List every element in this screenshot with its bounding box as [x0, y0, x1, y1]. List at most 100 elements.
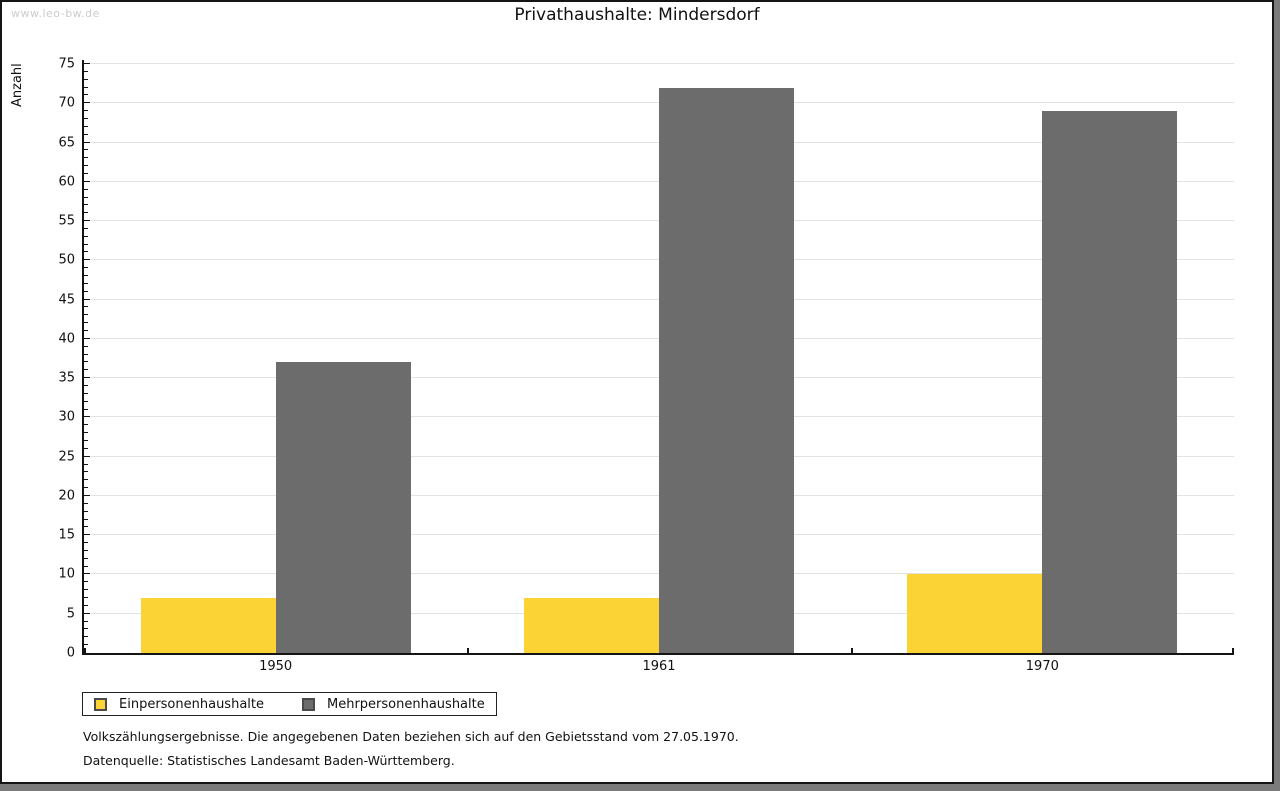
y-tick-25 — [84, 455, 90, 457]
y-tick-54 — [84, 227, 88, 229]
y-tick-70 — [84, 102, 90, 104]
y-tick-label-55: 55 — [58, 213, 75, 229]
y-axis-title: Anzahl — [10, 63, 25, 107]
y-tick-67 — [84, 125, 88, 127]
y-tick-16 — [84, 526, 88, 528]
y-tick-3 — [84, 628, 88, 630]
y-tick-74 — [84, 70, 88, 72]
y-tick-73 — [84, 78, 88, 80]
y-tick-55 — [84, 220, 90, 222]
y-tick-22 — [84, 479, 88, 481]
y-tick-2 — [84, 636, 88, 638]
y-tick-17 — [84, 518, 88, 520]
y-tick-71 — [84, 94, 88, 96]
y-tick-46 — [84, 290, 88, 292]
y-tick-62 — [84, 165, 88, 167]
y-tick-48 — [84, 275, 88, 277]
y-tick-label-35: 35 — [58, 370, 75, 386]
y-tick-4 — [84, 620, 88, 622]
y-tick-63 — [84, 157, 88, 159]
y-tick-57 — [84, 204, 88, 206]
y-tick-label-0: 0 — [66, 645, 75, 661]
y-tick-56 — [84, 212, 88, 214]
y-tick-label-75: 75 — [58, 56, 75, 72]
y-tick-53 — [84, 235, 88, 237]
y-tick-label-70: 70 — [58, 95, 75, 111]
y-tick-label-30: 30 — [58, 409, 75, 425]
y-tick-13 — [84, 549, 88, 551]
watermark: www.leo-bw.de — [11, 7, 100, 20]
y-tick-label-50: 50 — [58, 252, 75, 268]
y-tick-39 — [84, 345, 88, 347]
y-tick-51 — [84, 251, 88, 253]
y-tick-49 — [84, 267, 88, 269]
y-tick-72 — [84, 86, 88, 88]
x-boundary-tick-1 — [467, 648, 470, 653]
y-tick-15 — [84, 534, 90, 536]
x-boundary-tick-2 — [850, 648, 853, 653]
y-tick-label-65: 65 — [58, 135, 75, 151]
y-tick-18 — [84, 510, 88, 512]
x-tick-label-1950: 1950 — [259, 659, 293, 674]
y-tick-26 — [84, 447, 88, 449]
y-tick-8 — [84, 589, 88, 591]
x-tick-label-1961: 1961 — [642, 659, 676, 674]
y-tick-29 — [84, 424, 88, 426]
legend-swatch-mehrpersonenhaushalte — [302, 697, 315, 711]
y-tick-27 — [84, 439, 88, 441]
y-tick-23 — [84, 471, 88, 473]
legend-swatch-einpersonenhaushalte — [94, 697, 107, 711]
y-tick-19 — [84, 502, 88, 504]
plot-area: 0 5 10 15 20 25 30 35 40 45 50 55 60 65 70 75 1950 1961 19… — [58, 58, 1234, 674]
bar-mehrpersonenhaushalte-1961 — [659, 87, 794, 653]
y-tick-label-60: 60 — [58, 174, 75, 190]
x-tick-label-1970: 1970 — [1025, 659, 1059, 674]
y-tick-37 — [84, 361, 88, 363]
x-boundary-tick-0 — [84, 648, 86, 653]
y-tick-5 — [84, 612, 90, 614]
y-tick-34 — [84, 385, 88, 386]
legend-label-einpersonenhaushalte: Einpersonenhaushalte — [119, 696, 264, 712]
y-tick-30 — [84, 416, 90, 418]
chart-title: Privathaushalte: Mindersdorf — [514, 5, 760, 25]
y-tick-label-10: 10 — [58, 566, 75, 582]
y-tick-68 — [84, 117, 88, 119]
y-tick-44 — [84, 306, 88, 308]
y-tick-label-15: 15 — [58, 527, 75, 543]
y-tick-label-5: 5 — [66, 606, 75, 622]
y-tick-40 — [84, 337, 90, 339]
y-tick-50 — [84, 259, 90, 261]
y-tick-28 — [84, 432, 88, 434]
y-tick-38 — [84, 353, 88, 355]
bar-mehrpersonenhaushalte-1950 — [275, 362, 411, 653]
y-tick-42 — [84, 322, 88, 324]
y-tick-58 — [84, 196, 88, 198]
y-tick-11 — [84, 565, 88, 567]
y-tick-1 — [84, 644, 88, 646]
y-tick-10 — [84, 573, 90, 575]
footnote-data-source: Datenquelle: Statistisches Landesamt Bad… — [83, 753, 455, 768]
bar-einpersonenhaushalte-1970 — [907, 574, 1043, 653]
y-tick-9 — [84, 581, 88, 583]
y-tick-31 — [84, 408, 88, 410]
y-tick-75 — [84, 63, 90, 64]
y-tick-label-40: 40 — [58, 331, 75, 347]
footnote-source-note: Volkszählungsergebnisse. Die angegebenen… — [83, 729, 739, 744]
gridline-75 — [91, 63, 1234, 64]
y-tick-52 — [84, 243, 88, 245]
y-tick-45 — [84, 298, 90, 300]
y-tick-label-20: 20 — [58, 488, 75, 504]
y-tick-12 — [84, 557, 88, 559]
legend: Einpersonenhaushalte Mehrpersonenhaushal… — [82, 692, 497, 716]
y-tick-66 — [84, 133, 88, 135]
y-tick-47 — [84, 282, 88, 284]
bar-einpersonenhaushalte-1950 — [140, 598, 276, 653]
y-tick-69 — [84, 110, 88, 112]
y-tick-64 — [84, 149, 88, 151]
y-tick-7 — [84, 597, 88, 599]
y-tick-24 — [84, 463, 88, 465]
y-tick-label-25: 25 — [58, 449, 75, 465]
y-tick-65 — [84, 141, 90, 143]
y-tick-60 — [84, 180, 90, 182]
